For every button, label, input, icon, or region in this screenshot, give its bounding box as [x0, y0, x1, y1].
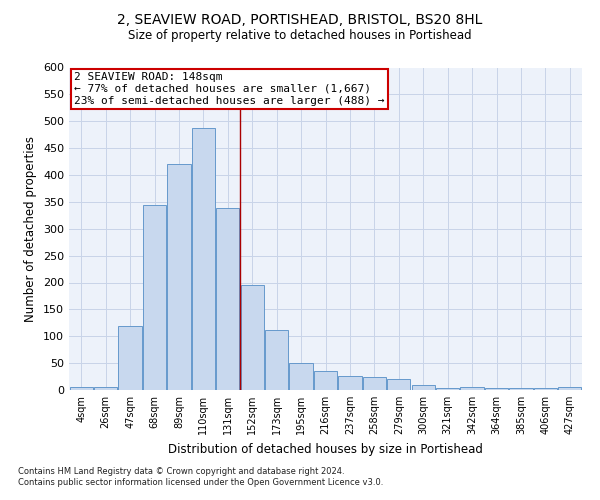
- Bar: [338, 376, 362, 390]
- Bar: [387, 380, 410, 390]
- Bar: [94, 388, 117, 390]
- Text: 2 SEAVIEW ROAD: 148sqm
← 77% of detached houses are smaller (1,667)
23% of semi-: 2 SEAVIEW ROAD: 148sqm ← 77% of detached…: [74, 72, 385, 106]
- Bar: [265, 330, 288, 390]
- Bar: [558, 388, 581, 390]
- Bar: [363, 376, 386, 390]
- Bar: [143, 204, 166, 390]
- Bar: [118, 326, 142, 390]
- Bar: [460, 388, 484, 390]
- Text: Size of property relative to detached houses in Portishead: Size of property relative to detached ho…: [128, 29, 472, 42]
- Y-axis label: Number of detached properties: Number of detached properties: [25, 136, 37, 322]
- Bar: [192, 128, 215, 390]
- Text: Contains HM Land Registry data © Crown copyright and database right 2024.: Contains HM Land Registry data © Crown c…: [18, 467, 344, 476]
- Bar: [485, 388, 508, 390]
- X-axis label: Distribution of detached houses by size in Portishead: Distribution of detached houses by size …: [168, 442, 483, 456]
- Text: Contains public sector information licensed under the Open Government Licence v3: Contains public sector information licen…: [18, 478, 383, 487]
- Bar: [314, 371, 337, 390]
- Text: 2, SEAVIEW ROAD, PORTISHEAD, BRISTOL, BS20 8HL: 2, SEAVIEW ROAD, PORTISHEAD, BRISTOL, BS…: [118, 12, 482, 26]
- Bar: [534, 388, 557, 390]
- Bar: [436, 388, 459, 390]
- Bar: [241, 285, 264, 390]
- Bar: [289, 363, 313, 390]
- Bar: [70, 388, 93, 390]
- Bar: [509, 388, 533, 390]
- Bar: [167, 164, 191, 390]
- Bar: [412, 384, 435, 390]
- Bar: [216, 208, 239, 390]
